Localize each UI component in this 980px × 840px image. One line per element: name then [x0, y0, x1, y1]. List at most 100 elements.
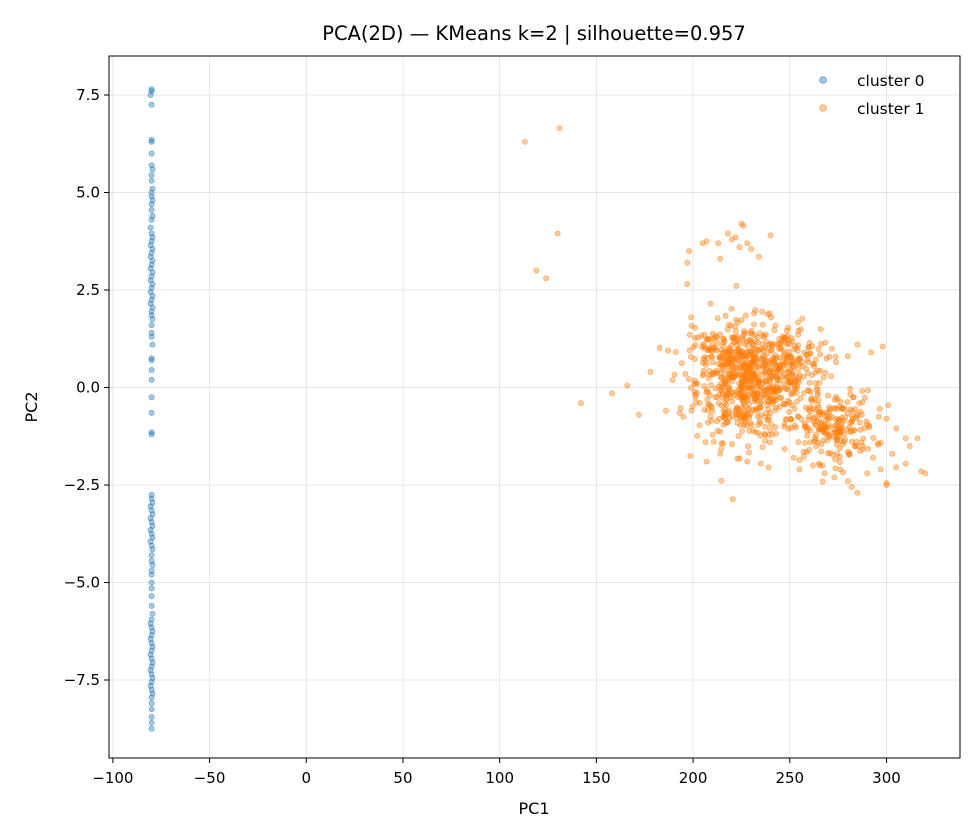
series-cluster-1 — [521, 125, 929, 503]
scatter-point — [708, 381, 715, 388]
scatter-point — [853, 413, 860, 420]
scatter-point — [771, 327, 778, 334]
scatter-point — [696, 422, 703, 429]
grid — [109, 56, 960, 758]
scatter-point — [703, 458, 710, 465]
scatter-point — [707, 300, 714, 307]
scatter-point — [148, 725, 155, 732]
scatter-point — [824, 413, 831, 420]
scatter-point — [669, 377, 676, 384]
x-tick-label: 150 — [582, 769, 611, 787]
scatter-point — [148, 355, 155, 362]
scatter-point — [700, 342, 707, 349]
scatter-point — [782, 366, 789, 373]
scatter-point — [736, 244, 743, 251]
scatter-point — [784, 397, 791, 404]
scatter-point — [732, 234, 739, 241]
scatter-point — [800, 390, 807, 397]
scatter-point — [814, 385, 821, 392]
scatter-point — [736, 407, 743, 414]
scatter-point — [732, 328, 739, 335]
scatter-point — [712, 385, 719, 392]
scatter-point — [728, 305, 735, 312]
plot-frame — [108, 55, 961, 759]
scatter-point — [148, 571, 155, 578]
scatter-point — [793, 398, 800, 405]
scatter-point — [744, 458, 751, 465]
scatter-point — [705, 375, 712, 382]
scatter-point — [859, 387, 866, 394]
scatter-point — [795, 366, 802, 373]
scatter-point — [841, 431, 848, 438]
scatter-point — [788, 391, 795, 398]
scatter-point — [802, 439, 809, 446]
scatter-point — [677, 404, 684, 411]
scatter-point — [822, 339, 829, 346]
scatter-point — [148, 150, 155, 157]
scatter-point — [699, 359, 706, 366]
scatter-point — [751, 354, 758, 361]
scatter-point — [885, 402, 892, 409]
scatter-point — [815, 460, 822, 467]
scatter-point — [786, 408, 793, 415]
scatter-point — [783, 374, 790, 381]
scatter-point — [864, 470, 871, 477]
scatter-point — [765, 378, 772, 385]
scatter-point — [149, 562, 156, 569]
scatter-point — [838, 414, 845, 421]
scatter-point — [805, 416, 812, 423]
scatter-point — [792, 424, 799, 431]
scatter-point — [813, 443, 820, 450]
scatter-point — [148, 357, 155, 364]
scatter-point — [838, 425, 845, 432]
scatter-point — [741, 409, 748, 416]
scatter-point — [854, 489, 861, 496]
scatter-point — [865, 445, 872, 452]
scatter-point — [812, 380, 819, 387]
scatter-point — [834, 396, 841, 403]
scatter-point — [656, 344, 663, 351]
scatter-point — [849, 407, 856, 414]
scatter-point — [816, 415, 823, 422]
scatter-point — [744, 240, 751, 247]
scatter-point — [750, 372, 757, 379]
scatter-point — [714, 340, 721, 347]
x-tick-label: 100 — [485, 769, 514, 787]
scatter-point — [767, 409, 774, 416]
scatter-point — [731, 334, 738, 341]
scatter-point — [521, 138, 528, 145]
scatter-point — [769, 342, 776, 349]
scatter-point — [759, 308, 766, 315]
scatter-point — [836, 432, 843, 439]
scatter-point — [772, 424, 779, 431]
scatter-point — [686, 247, 693, 254]
scatter-point — [752, 407, 759, 414]
scatter-point — [832, 465, 839, 472]
scatter-point — [686, 331, 693, 338]
scatter-point — [861, 394, 868, 401]
scatter-point — [148, 694, 155, 701]
x-tick-label: 300 — [872, 769, 901, 787]
scatter-point — [795, 342, 802, 349]
scatter-point — [759, 385, 766, 392]
scatter-point — [687, 353, 694, 360]
scatter-point — [740, 328, 747, 335]
scatter-point — [739, 348, 746, 355]
scatter-point — [806, 339, 813, 346]
scatter-point — [723, 359, 730, 366]
scatter-point — [148, 171, 155, 178]
scatter-point — [825, 392, 832, 399]
scatter-point — [701, 331, 708, 338]
scatter-point — [755, 421, 762, 428]
scatter-point — [717, 255, 724, 262]
scatter-point — [725, 391, 732, 398]
legend-marker-cluster-1 — [819, 104, 827, 112]
y-tick-label: 2.5 — [76, 281, 100, 299]
scatter-point — [788, 416, 795, 423]
scatter-point — [729, 496, 736, 503]
scatter-point — [877, 466, 884, 473]
scatter-point — [718, 446, 725, 453]
scatter-point — [708, 353, 715, 360]
scatter-point — [893, 464, 900, 471]
scatter-point — [800, 448, 807, 455]
